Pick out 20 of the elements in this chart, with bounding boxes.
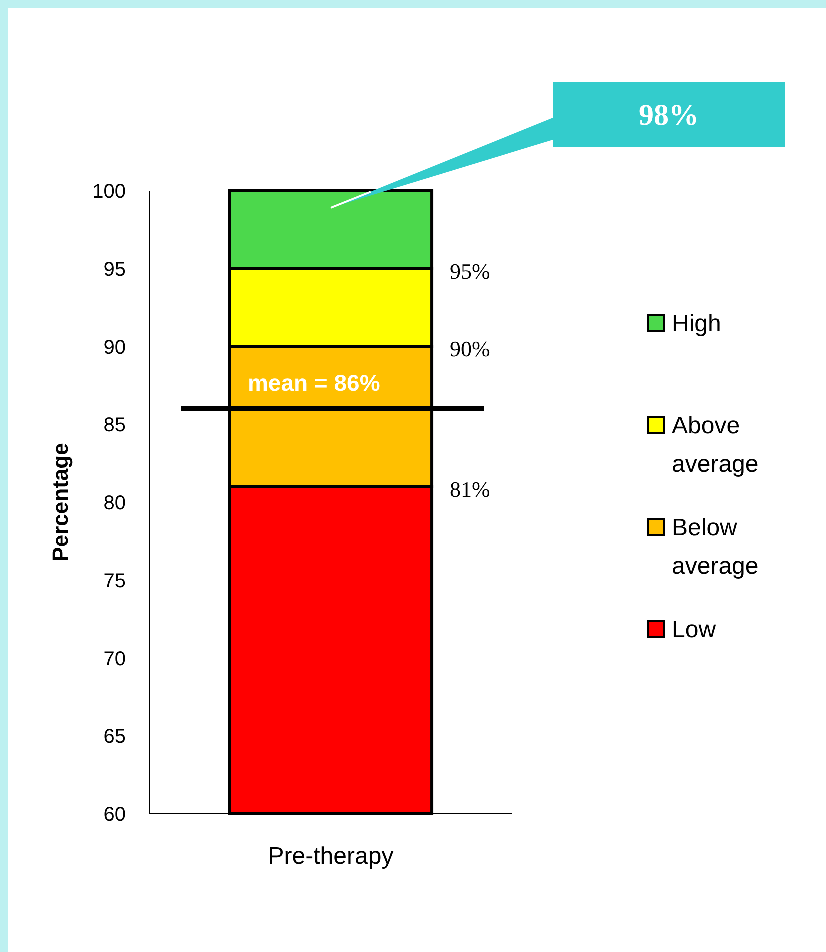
text: 98% bbox=[639, 99, 699, 132]
y-axis-title: Percentage bbox=[48, 443, 73, 562]
ref-line-label: mean = 86% bbox=[248, 370, 380, 396]
legend-label: Above average bbox=[672, 412, 759, 478]
y-tick-label: 95 bbox=[104, 258, 126, 281]
y-tick-label: 90 bbox=[104, 336, 126, 359]
y-tick-label: 85 bbox=[104, 414, 126, 437]
y-tick-label: 60 bbox=[104, 804, 126, 826]
y-tick-label: 65 bbox=[104, 726, 126, 748]
y-tick-label: 100 bbox=[92, 181, 126, 203]
y-tick-label: 80 bbox=[104, 492, 126, 514]
y-tick-label: 70 bbox=[104, 648, 126, 670]
legend-label: Below average bbox=[672, 514, 759, 580]
legend-label: Low bbox=[672, 616, 717, 644]
legend-label: High bbox=[672, 310, 722, 338]
x-tick-label: Pre-therapy bbox=[268, 843, 394, 870]
y-tick-label: 75 bbox=[104, 570, 126, 592]
text: 90% bbox=[450, 336, 490, 362]
text: 81% bbox=[450, 476, 490, 502]
text: 95% bbox=[450, 258, 490, 284]
